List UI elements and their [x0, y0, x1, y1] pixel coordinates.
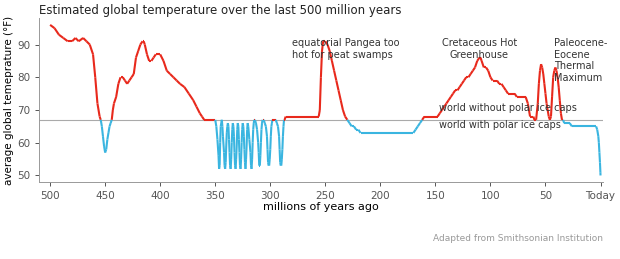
Text: world with polar ice caps: world with polar ice caps	[439, 120, 560, 131]
X-axis label: millions of years ago: millions of years ago	[263, 203, 379, 212]
Text: Adapted from Smithsonian Institution: Adapted from Smithsonian Institution	[433, 234, 603, 243]
Y-axis label: average global temeprature (°F): average global temeprature (°F)	[4, 16, 14, 185]
Text: Cretaceous Hot
Greenhouse: Cretaceous Hot Greenhouse	[442, 38, 517, 60]
Text: equatorial Pangea too
hot for peat swamps: equatorial Pangea too hot for peat swamp…	[292, 38, 400, 60]
Text: world without polar ice caps: world without polar ice caps	[439, 103, 577, 113]
Text: Paleocene-
Eocene
Thermal
Maximum: Paleocene- Eocene Thermal Maximum	[554, 38, 608, 83]
Text: Estimated global temperature over the last 500 million years: Estimated global temperature over the la…	[39, 4, 402, 17]
